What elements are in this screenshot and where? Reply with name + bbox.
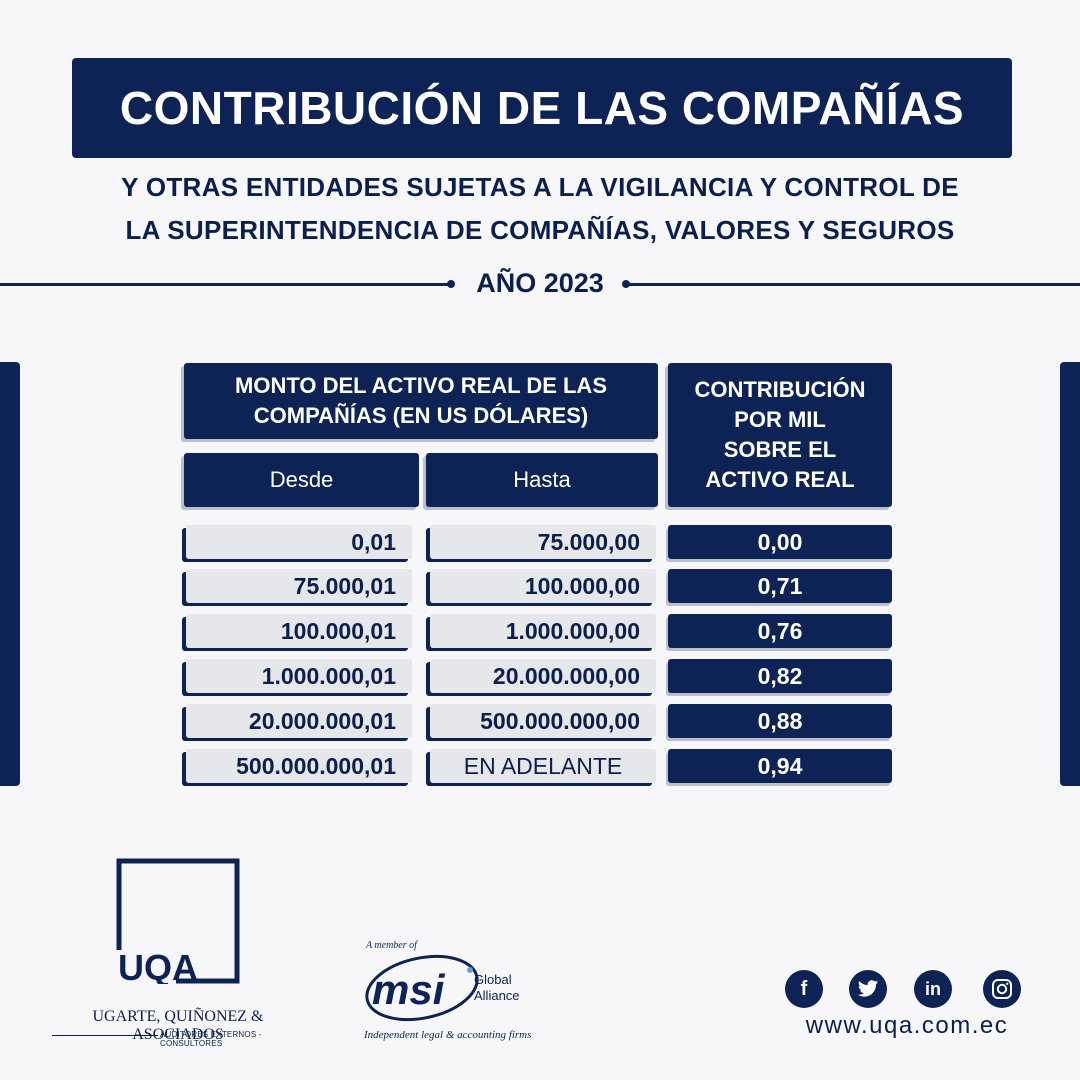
instagram-camera-glyph — [992, 979, 1012, 999]
page-title-text: CONTRIBUCIÓN DE LAS COMPAÑÍAS — [119, 82, 965, 134]
msi-alliance-text: Alliance — [474, 988, 520, 1003]
msi-tagline: Independent legal & accounting firms — [363, 1029, 531, 1041]
divider-line-left — [0, 283, 450, 286]
header-contrib-line1: CONTRIBUCIÓN — [694, 377, 866, 402]
cell-contribucion: 0,00 — [668, 525, 892, 559]
cell-hasta: 75.000,00 — [430, 525, 656, 559]
subtitle-line-2: LA SUPERINTENDENCIA DE COMPAÑÍAS, VALORE… — [125, 215, 955, 245]
header-contrib-line4: ACTIVO REAL — [705, 467, 855, 492]
facebook-icon[interactable]: f — [785, 970, 823, 1008]
cell-contribucion: 0,82 — [668, 659, 892, 693]
header-contrib-line2: POR MIL — [734, 407, 826, 432]
cell-desde: 20.000.000,01 — [186, 704, 412, 738]
twitter-bird-glyph — [857, 980, 879, 997]
msi-member-text: A member of — [365, 940, 418, 951]
header-contribucion: CONTRIBUCIÓN POR MIL SOBRE EL ACTIVO REA… — [668, 363, 892, 507]
side-accent-left — [0, 362, 20, 786]
header-hasta: Hasta — [426, 453, 658, 507]
header-desde: Desde — [184, 453, 419, 507]
header-monto-line2: COMPAÑÍAS (EN US DÓLARES) — [253, 403, 589, 428]
header-monto-line1: MONTO DEL ACTIVO REAL DE LAS — [235, 373, 607, 398]
year-divider: AÑO 2023 — [0, 266, 1080, 302]
divider-dot-right — [622, 280, 630, 288]
cell-desde: 500.000.000,01 — [186, 749, 412, 783]
cell-contribucion: 0,71 — [668, 569, 892, 603]
twitter-icon[interactable] — [849, 970, 887, 1008]
uqa-logo: UQA — [116, 858, 240, 984]
msi-global-alliance-logo: A member of msi Global Alliance Independ… — [363, 940, 531, 1041]
side-accent-right — [1060, 362, 1080, 786]
msi-global-text: Global — [474, 972, 512, 987]
subtitle-line-1: Y OTRAS ENTIDADES SUJETAS A LA VIGILANCI… — [121, 172, 959, 202]
cell-hasta: EN ADELANTE — [430, 749, 656, 783]
msi-text: msi — [372, 966, 446, 1013]
uqa-logo-text: UQA — [118, 947, 198, 984]
cell-hasta: 100.000,00 — [430, 569, 656, 603]
cell-contribucion: 0,88 — [668, 704, 892, 738]
instagram-icon[interactable] — [983, 970, 1021, 1008]
cell-desde: 0,01 — [186, 525, 412, 559]
header-monto-activo: MONTO DEL ACTIVO REAL DE LAS COMPAÑÍAS (… — [184, 363, 658, 439]
cell-contribucion: 0,76 — [668, 614, 892, 648]
website-link[interactable]: www.uqa.com.ec — [805, 1012, 1009, 1039]
uqa-tagline: AUDITORES EXTERNOS - CONSULTORES — [160, 1030, 262, 1048]
cell-contribucion: 0,94 — [668, 749, 892, 783]
cell-hasta: 500.000.000,00 — [430, 704, 656, 738]
page-title: CONTRIBUCIÓN DE LAS COMPAÑÍAS — [72, 58, 1012, 158]
cell-hasta: 1.000.000,00 — [430, 614, 656, 648]
divider-line-right — [628, 283, 1080, 286]
cell-desde: 1.000.000,01 — [186, 659, 412, 693]
cell-desde: 75.000,01 — [186, 569, 412, 603]
uqa-rule — [52, 1035, 158, 1036]
header-contrib-line3: SOBRE EL — [723, 437, 837, 462]
year-label: AÑO 2023 — [476, 268, 604, 298]
cell-desde: 100.000,01 — [186, 614, 412, 648]
uqa-company-name: UGARTE, QUIÑONEZ & ASOCIADOS — [92, 1008, 264, 1043]
linkedin-icon[interactable]: in — [914, 970, 952, 1008]
cell-hasta: 20.000.000,00 — [430, 659, 656, 693]
divider-dot-left — [447, 280, 455, 288]
